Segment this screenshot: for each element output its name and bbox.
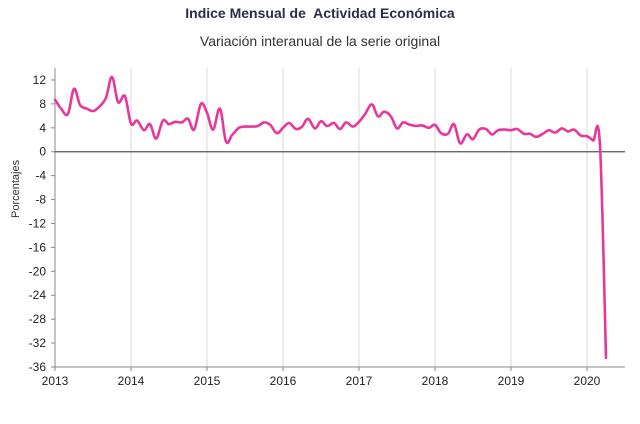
chart-title: Indice Mensual de Actividad Económica — [185, 5, 455, 21]
x-tick-label: 2020 — [574, 374, 601, 388]
y-tick-label: 4 — [39, 121, 46, 135]
x-tick-label: 2013 — [42, 374, 69, 388]
x-tick-label: 2019 — [498, 374, 525, 388]
x-tick-label: 2017 — [346, 374, 373, 388]
chart-subtitle: Variación interanual de la serie origina… — [199, 33, 441, 49]
y-tick-label: -4 — [35, 169, 46, 183]
y-tick-label: -32 — [29, 336, 47, 350]
y-tick-label: 12 — [33, 73, 47, 87]
x-tick-label: 2015 — [194, 374, 221, 388]
y-tick-label: -20 — [29, 264, 47, 278]
series-line — [53, 75, 608, 360]
y-tick-label: -12 — [29, 216, 47, 230]
x-tick-label: 2018 — [422, 374, 449, 388]
y-tick-label: -16 — [29, 240, 47, 254]
y-tick-label: -36 — [29, 360, 47, 374]
y-tick-label: 8 — [39, 97, 46, 111]
x-tick-label: 2014 — [118, 374, 145, 388]
y-tick-label: -28 — [29, 312, 47, 326]
y-tick-label: -24 — [29, 288, 47, 302]
y-tick-label: -8 — [35, 193, 46, 207]
x-tick-label: 2016 — [270, 374, 297, 388]
y-tick-label: 0 — [39, 145, 46, 159]
